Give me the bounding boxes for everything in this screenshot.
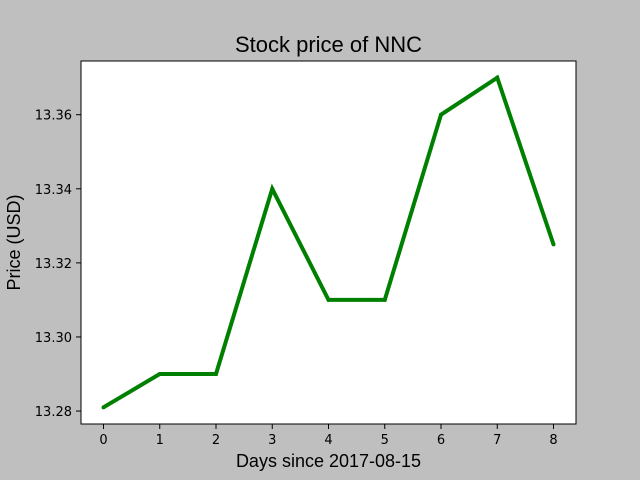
x-tick-label: 6 xyxy=(437,433,445,448)
y-axis-label: Price (USD) xyxy=(4,194,24,290)
x-tick-label: 8 xyxy=(549,433,557,448)
y-tick-label: 13.30 xyxy=(35,331,72,346)
plot-area xyxy=(80,60,577,425)
chart-title: Stock price of NNC xyxy=(235,32,422,57)
x-tick-label: 0 xyxy=(99,433,107,448)
data-point xyxy=(270,186,275,191)
y-tick-label: 13.34 xyxy=(35,183,72,198)
x-axis-label: Days since 2017-08-15 xyxy=(236,451,421,471)
y-tick-label: 13.32 xyxy=(35,257,72,272)
x-tick-label: 7 xyxy=(493,433,501,448)
y-tick-label: 13.28 xyxy=(35,405,72,420)
x-tick-label: 5 xyxy=(381,433,389,448)
data-point xyxy=(495,75,500,80)
y-axis-ticks: 13.28 13.30 13.32 13.34 13.36 xyxy=(35,109,81,420)
data-point xyxy=(214,371,218,376)
data-point xyxy=(382,297,387,302)
x-tick-label: 4 xyxy=(324,433,332,448)
data-point xyxy=(326,297,331,302)
data-point xyxy=(551,242,556,247)
x-axis-ticks: 0 1 2 3 4 5 6 7 8 xyxy=(99,424,558,448)
data-point xyxy=(101,405,106,410)
x-tick-label: 1 xyxy=(156,433,164,448)
y-tick-label: 13.36 xyxy=(35,109,72,124)
x-tick-label: 3 xyxy=(268,433,276,448)
x-tick-label: 2 xyxy=(212,433,220,448)
data-point xyxy=(157,371,162,376)
series-points xyxy=(101,75,556,410)
data-point xyxy=(439,112,443,117)
